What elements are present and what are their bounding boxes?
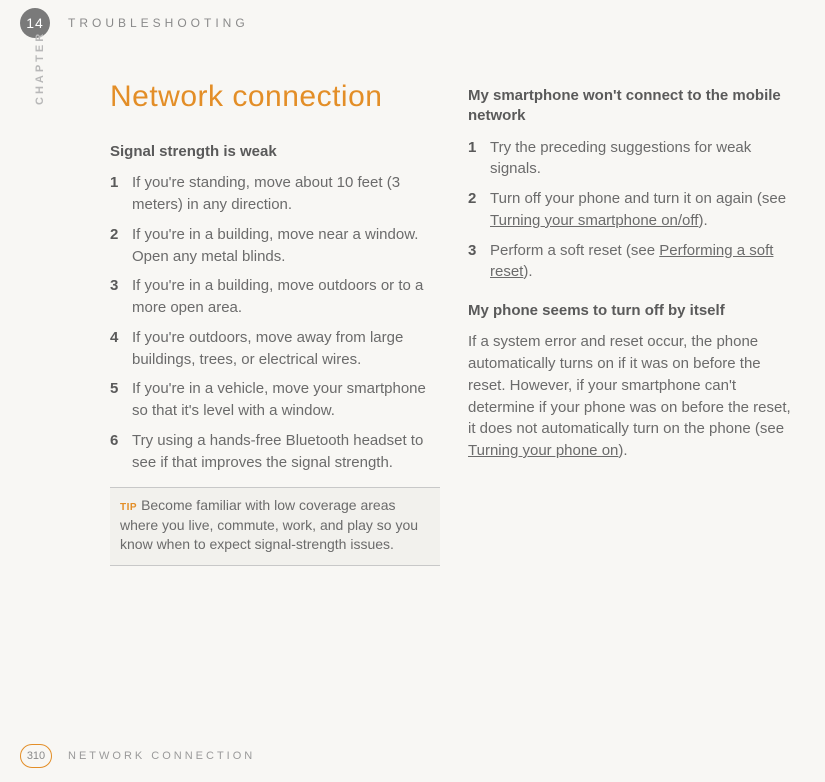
step-text: Try the preceding suggestions for weak s…: [490, 137, 798, 181]
chapter-vertical-label: CHAPTER: [34, 31, 46, 105]
subheading-turns-off: My phone seems to turn off by itself: [468, 301, 798, 321]
left-column: Network connection Signal strength is we…: [110, 80, 440, 566]
step-number: 5: [110, 378, 132, 422]
list-item: 2If you're in a building, move near a wi…: [110, 224, 440, 268]
step-number: 3: [110, 275, 132, 319]
step-text: If you're in a building, move outdoors o…: [132, 275, 440, 319]
main-title: Network connection: [110, 80, 440, 114]
cross-reference-link[interactable]: Turning your phone on: [468, 442, 618, 459]
list-item: 5If you're in a vehicle, move your smart…: [110, 378, 440, 422]
right-column: My smartphone won't connect to the mobil…: [468, 80, 798, 566]
step-text: Turn off your phone and turn it on again…: [490, 188, 798, 232]
footer-title: NETWORK CONNECTION: [68, 750, 255, 762]
connect-steps-list: 1Try the preceding suggestions for weak …: [468, 137, 798, 284]
header-title: TROUBLESHOOTING: [68, 16, 249, 30]
list-item: 1Try the preceding suggestions for weak …: [468, 137, 798, 181]
step-number: 4: [110, 327, 132, 371]
step-text: Try using a hands-free Bluetooth headset…: [132, 430, 440, 474]
step-text: Perform a soft reset (see Performing a s…: [490, 240, 798, 284]
cross-reference-link[interactable]: Turning your smartphone on/off: [490, 212, 698, 229]
list-item: 3Perform a soft reset (see Performing a …: [468, 240, 798, 284]
step-text: If you're in a building, move near a win…: [132, 224, 440, 268]
content-area: Network connection Signal strength is we…: [110, 80, 805, 566]
step-number: 6: [110, 430, 132, 474]
list-item: 6Try using a hands-free Bluetooth headse…: [110, 430, 440, 474]
step-text: If you're standing, move about 10 feet (…: [132, 172, 440, 216]
subheading-wont-connect: My smartphone won't connect to the mobil…: [468, 86, 798, 127]
list-item: 2Turn off your phone and turn it on agai…: [468, 188, 798, 232]
turns-off-paragraph: If a system error and reset occur, the p…: [468, 331, 798, 462]
page-number-badge: 310: [20, 744, 52, 768]
tip-box: TIPBecome familiar with low coverage are…: [110, 487, 440, 566]
tip-text: Become familiar with low coverage areas …: [120, 497, 418, 552]
list-item: 3If you're in a building, move outdoors …: [110, 275, 440, 319]
list-item: 4If you're outdoors, move away from larg…: [110, 327, 440, 371]
page-header: 14 TROUBLESHOOTING: [20, 8, 249, 38]
step-number: 3: [468, 240, 490, 284]
tip-label: TIP: [120, 502, 137, 513]
step-text: If you're in a vehicle, move your smartp…: [132, 378, 440, 422]
step-number: 1: [110, 172, 132, 216]
step-text: If you're outdoors, move away from large…: [132, 327, 440, 371]
signal-steps-list: 1If you're standing, move about 10 feet …: [110, 172, 440, 473]
step-number: 2: [110, 224, 132, 268]
step-number: 1: [468, 137, 490, 181]
subheading-signal-weak: Signal strength is weak: [110, 142, 440, 162]
step-number: 2: [468, 188, 490, 232]
list-item: 1If you're standing, move about 10 feet …: [110, 172, 440, 216]
page-footer: 310 NETWORK CONNECTION: [20, 744, 255, 768]
